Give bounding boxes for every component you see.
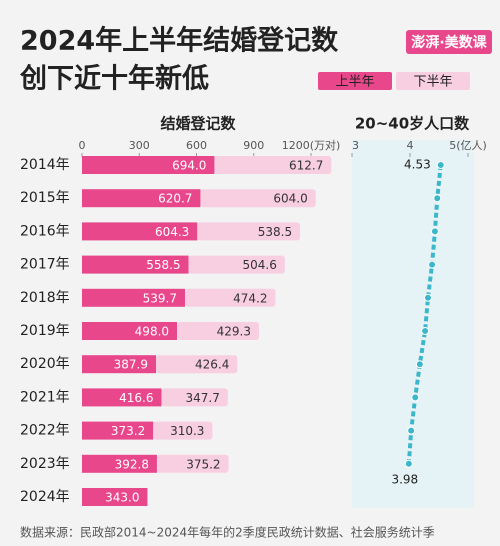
category-label: 2023年 [20,456,70,472]
logo-box [406,30,492,54]
category-label: 2015年 [20,190,70,206]
value-label: 392.8 [115,457,149,471]
value-label: 429.3 [217,325,251,339]
bar-segment [184,288,276,307]
point [428,260,437,269]
bar-segment [153,421,213,440]
legend-swatch [318,72,392,90]
bar-segment [82,288,185,307]
bar-segment [82,189,201,208]
x-tick-label: 3 [352,139,359,152]
x-tick-label: 300 [129,139,150,152]
value-label: 612.7 [289,159,323,173]
bar-segment [82,355,157,374]
value-label: 310.3 [170,424,204,438]
value-label: 558.5 [146,258,180,272]
point [415,360,424,369]
category-label: 2018年 [20,290,70,306]
bar-segment [82,488,148,506]
x-tick-label: 1200(万对) [282,138,341,152]
point [423,293,432,302]
logo: 澎湃·美数课 [411,34,487,51]
bar-segment [200,189,316,208]
point [433,194,442,203]
legend-swatch [396,72,470,90]
x-tick-label: 600 [186,139,207,152]
category-label: 2017年 [20,257,70,273]
value-label: 604.0 [273,192,307,206]
point [436,161,445,169]
value-label: 426.4 [195,358,229,372]
value-label: 694.0 [172,159,206,173]
category-label: 2019年 [20,323,70,339]
category-label: 2014年 [20,157,70,173]
footer: 数据来源：民政部2014~2024年每年的2季度民政统计数据、社会服务统计季 [20,525,435,540]
value-label: 604.3 [155,225,189,239]
x-tick-label: 5(亿人) [449,139,487,152]
value-label: 416.6 [119,391,153,405]
bar-segment [188,255,285,274]
category-label: 2016年 [20,223,70,239]
value-label: 620.7 [158,192,192,206]
bar-segment [214,156,332,174]
value-label: 3.98 [391,472,418,486]
category-label: 2020年 [20,356,70,372]
bar-segment [82,421,154,440]
legend-label: 上半年 [335,75,374,90]
point [407,426,416,435]
line-panel [352,140,474,508]
bar-segment [82,156,215,174]
value-label: 387.9 [114,358,148,372]
bar-segment [82,222,198,241]
x-tick-label: 4 [407,139,414,152]
x-tick-label: 900 [243,139,264,152]
point [430,227,439,236]
category-label: 2022年 [20,423,70,439]
bar-segment [177,322,259,340]
bar-segment [82,454,157,473]
bar-segment [156,355,238,374]
value-label: 375.2 [186,457,220,471]
title-line: 创下近十年新低 [19,63,209,95]
title-line: 2024年上半年结婚登记数 [20,25,339,57]
category-label: 2021年 [20,389,70,405]
value-label: 538.5 [258,225,292,239]
value-label: 539.7 [143,291,177,305]
value-label: 347.7 [185,391,219,405]
bar-segment [156,454,229,473]
bar-segment [82,322,178,340]
chart-title: 结婚登记数 [160,115,236,133]
value-label: 373.2 [111,424,145,438]
value-label: 504.6 [243,258,277,272]
x-tick-label: 0 [79,139,86,152]
chart-title: 20~40岁人口数 [355,115,470,133]
bar-segment [82,255,189,274]
bar-segment [197,222,301,241]
legend-label: 下半年 [413,75,452,90]
bar-segment [82,388,162,407]
value-label: 498.0 [135,325,169,339]
value-label: 343.0 [105,491,139,505]
line [406,164,443,464]
point [404,459,413,468]
point [421,327,430,335]
value-label: 4.53 [404,158,431,172]
point [411,393,420,402]
category-label: 2024年 [20,489,70,505]
bar-segment [161,388,228,407]
value-label: 474.2 [233,291,267,305]
